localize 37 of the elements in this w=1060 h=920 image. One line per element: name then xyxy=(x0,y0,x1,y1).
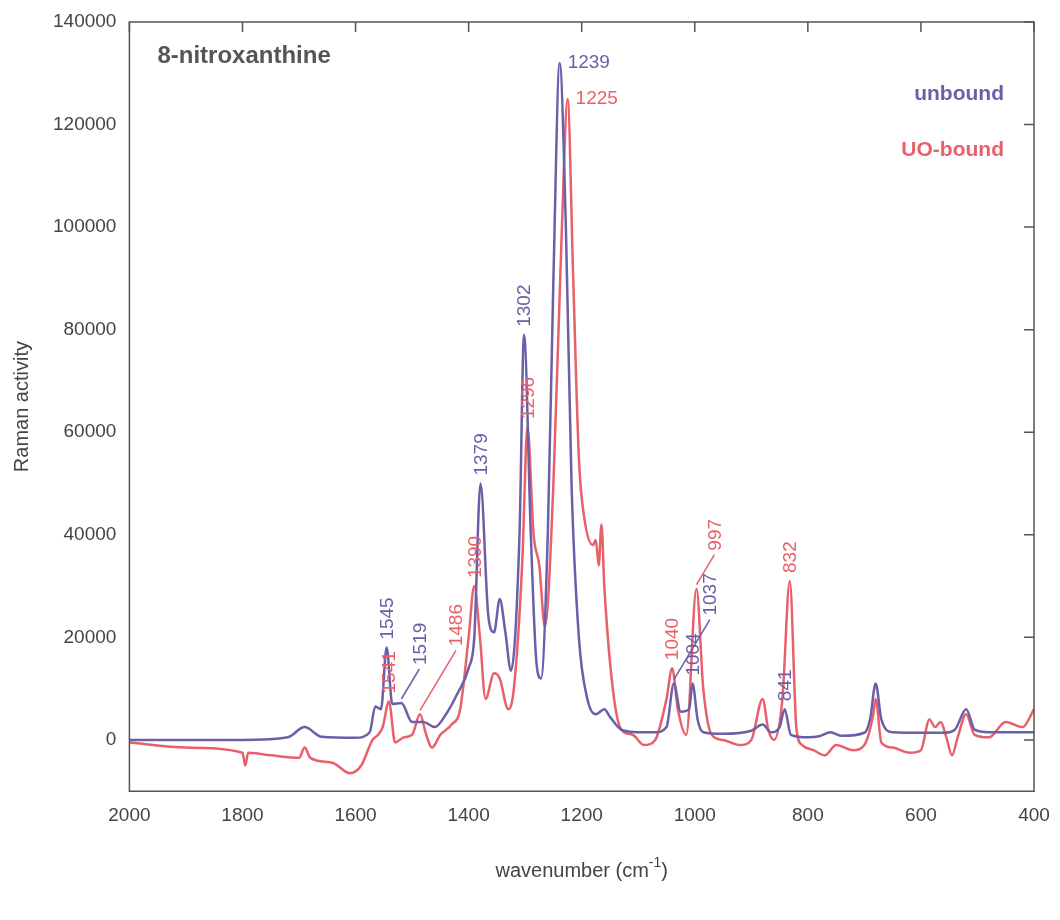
y-tick-label: 140000 xyxy=(53,10,117,32)
annotation: 1379 xyxy=(469,433,491,476)
y-tick-label: 40000 xyxy=(63,523,117,545)
x-tick-label: 1200 xyxy=(560,803,603,825)
text: UO-bound xyxy=(901,136,1004,160)
x-tick-label: 600 xyxy=(905,803,937,825)
annotation: 997 xyxy=(703,518,725,551)
x-tick-label: 1000 xyxy=(673,803,716,825)
x-tick-label: 1600 xyxy=(334,803,377,825)
annotation: 1037 xyxy=(699,573,721,616)
annotation: 1239 xyxy=(567,51,610,73)
annotation: 1296 xyxy=(516,376,538,420)
y-tick-label: 0 xyxy=(105,728,117,750)
y-tick-label: 20000 xyxy=(63,625,117,647)
x-tick-label: 2000 xyxy=(108,803,151,825)
annotation: 1390 xyxy=(463,535,485,579)
annotation: 841 xyxy=(773,669,795,702)
y-tick-label: 60000 xyxy=(63,420,117,442)
text: unbound xyxy=(914,80,1004,104)
y-tick-label: 80000 xyxy=(63,317,117,339)
x-tick-label: 1800 xyxy=(221,803,264,825)
annotation: 1545 xyxy=(375,597,397,640)
x-tick-label: 800 xyxy=(792,803,824,825)
annotation: 832 xyxy=(778,541,800,573)
annotation: 1486 xyxy=(445,604,467,647)
annotation: 1225 xyxy=(575,87,618,109)
annotation: 1040 xyxy=(661,617,683,661)
y-axis-title: Raman activity xyxy=(9,341,32,473)
y-tick-label: 120000 xyxy=(53,112,117,134)
x-tick-label: 1400 xyxy=(447,803,490,825)
text: 8-nitroxanthine xyxy=(157,40,331,68)
annotation: 1004 xyxy=(681,632,703,676)
annotation: 1519 xyxy=(408,622,430,665)
y-tick-label: 100000 xyxy=(53,215,117,237)
annotation: 1302 xyxy=(513,284,535,327)
x-tick-label: 400 xyxy=(1018,803,1050,825)
annotation: 1541 xyxy=(378,651,400,694)
